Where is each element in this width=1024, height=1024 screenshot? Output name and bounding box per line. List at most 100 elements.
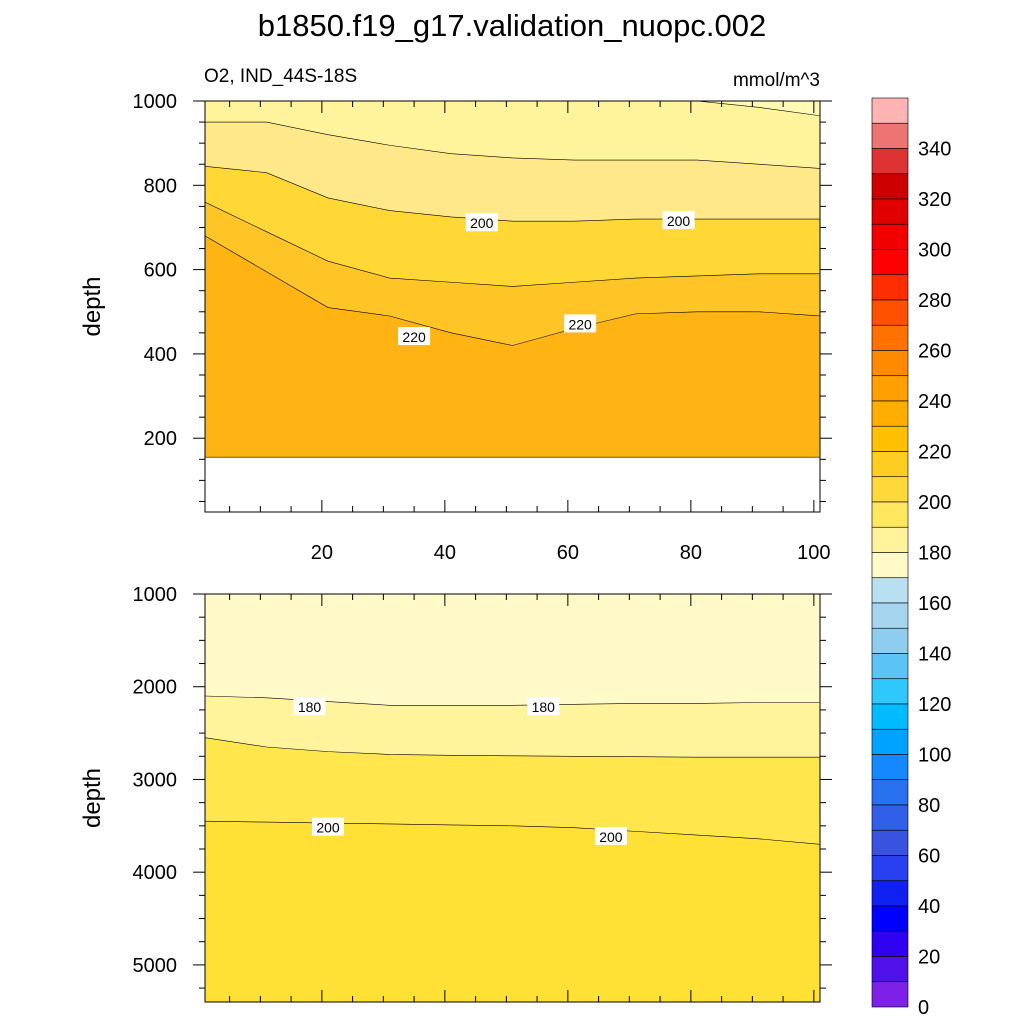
y-tick-label: 1000 [133, 584, 178, 606]
colorbar-swatch [871, 880, 909, 907]
colorbar-tick-label: 300 [918, 240, 951, 262]
colorbar-tick-label: 120 [918, 694, 951, 716]
y-tick-label: 5000 [133, 955, 178, 977]
contour-label-lower-0: 180 [298, 699, 322, 715]
colorbar-tick-label: 140 [918, 644, 951, 666]
x-tick-label: 20 [311, 542, 333, 564]
contour-line-upper-3 [205, 166, 820, 222]
colorbar-swatch [871, 678, 909, 705]
contour-band-upper-1 [205, 235, 820, 458]
contour-label-upper-0: 220 [402, 329, 426, 345]
colorbar-swatch [871, 703, 909, 730]
units-label: mmol/m^3 [733, 70, 820, 91]
colorbar-swatch [871, 223, 909, 250]
colorbar-tick-label: 60 [918, 846, 940, 868]
x-tick-label: 60 [557, 542, 579, 564]
contour-label-upper-3: 200 [667, 213, 691, 229]
colorbar: 3403203002802602402202001801601401201008… [871, 97, 951, 1019]
colorbar-tick-label: 40 [918, 896, 940, 918]
plot-frame-lower [204, 593, 821, 1003]
colorbar-swatch [871, 829, 909, 856]
contour-band-upper-6 [205, 101, 820, 116]
colorbar-swatch [871, 956, 909, 983]
colorbar-swatch [871, 804, 909, 831]
colorbar-swatch [871, 855, 909, 882]
contour-label-box-lower-3 [594, 826, 627, 845]
colorbar-swatch [871, 501, 909, 528]
contour-band-lower-1 [205, 696, 820, 758]
contour-label-box-upper-1 [564, 314, 597, 333]
contour-band-upper-5 [205, 101, 820, 169]
y-tick-label: 800 [144, 175, 177, 197]
contour-label-box-lower-1 [527, 697, 560, 716]
colorbar-tick-label: 200 [918, 492, 951, 514]
y-tick-label: 3000 [133, 769, 178, 791]
contour-band-upper-3 [205, 166, 820, 287]
y-axis-label: depth [79, 768, 106, 828]
contour-line-lower-2 [205, 820, 820, 845]
colorbar-swatch [871, 97, 909, 124]
contour-label-lower-2: 200 [316, 820, 340, 836]
colorbar-swatch [871, 754, 909, 781]
colorbar-swatch [871, 122, 909, 149]
y-tick-label: 200 [144, 428, 177, 450]
contour-line-upper-2 [205, 201, 820, 287]
colorbar-swatch [871, 375, 909, 402]
contour-band-lower-3 [205, 821, 820, 1002]
contour-label-box-upper-2 [465, 213, 498, 232]
colorbar-swatch [871, 779, 909, 806]
colorbar-swatch [871, 173, 909, 200]
colorbar-swatch [871, 198, 909, 225]
colorbar-tick-label: 180 [918, 543, 951, 565]
contour-label-lower-3: 200 [599, 829, 623, 845]
colorbar-swatch [871, 552, 909, 579]
colorbar-swatch [871, 577, 909, 604]
colorbar-tick-label: 100 [918, 745, 951, 767]
colorbar-swatch [871, 653, 909, 680]
colorbar-swatch [871, 981, 909, 1008]
colorbar-tick-label: 260 [918, 341, 951, 363]
lower-panel: 180 180 200 200 1000 2000 3000 4000 5000 depth [79, 584, 832, 1003]
contour-label-box-lower-2 [312, 817, 344, 836]
variable-region-label: O2, IND_44S-18S [204, 66, 357, 87]
colorbar-tick-label: 240 [918, 391, 951, 413]
colorbar-swatch [871, 274, 909, 301]
colorbar-swatch [871, 627, 909, 654]
colorbar-tick-label: 80 [918, 795, 940, 817]
colorbar-swatch [871, 602, 909, 629]
colorbar-swatch [871, 728, 909, 755]
colorbar-swatch [871, 324, 909, 351]
upper-panel: 220 220 200 200 20 40 60 80 100 200 400 600 800 1000 d… [79, 91, 832, 564]
colorbar-tick-label: 340 [918, 139, 951, 161]
colorbar-tick-label: 220 [918, 442, 951, 464]
colorbar-tick-label: 280 [918, 290, 951, 312]
contour-band-lower-2 [205, 737, 820, 845]
contour-band-lower-0 [205, 594, 820, 706]
x-tick-label: 40 [434, 542, 456, 564]
colorbar-swatch [871, 905, 909, 932]
y-tick-label: 600 [144, 260, 177, 282]
colorbar-swatch [871, 249, 909, 276]
contour-line-upper-4 [205, 121, 820, 169]
x-tick-label: 80 [680, 542, 702, 564]
colorbar-tick-label: 0 [918, 997, 929, 1019]
contour-line-lower-1 [205, 737, 820, 758]
colorbar-swatch [871, 451, 909, 478]
chart-title: b1850.f19_g17.validation_nuopc.002 [258, 8, 767, 43]
colorbar-swatch [871, 350, 909, 377]
contour-band-upper-4 [205, 122, 820, 222]
colorbar-tick-label: 160 [918, 593, 951, 615]
contour-line-upper-5 [205, 101, 820, 117]
contour-band-upper-2 [205, 202, 820, 346]
y-tick-label: 2000 [133, 677, 178, 699]
y-tick-label: 4000 [133, 862, 178, 884]
colorbar-swatch [871, 930, 909, 957]
y-tick-label: 400 [144, 344, 177, 366]
colorbar-swatch [871, 299, 909, 326]
contour-label-box-upper-3 [662, 211, 695, 230]
contour-line-upper-1 [205, 235, 820, 346]
colorbar-swatch [871, 400, 909, 427]
colorbar-tick-label: 20 [918, 947, 940, 969]
colorbar-swatch [871, 148, 909, 175]
